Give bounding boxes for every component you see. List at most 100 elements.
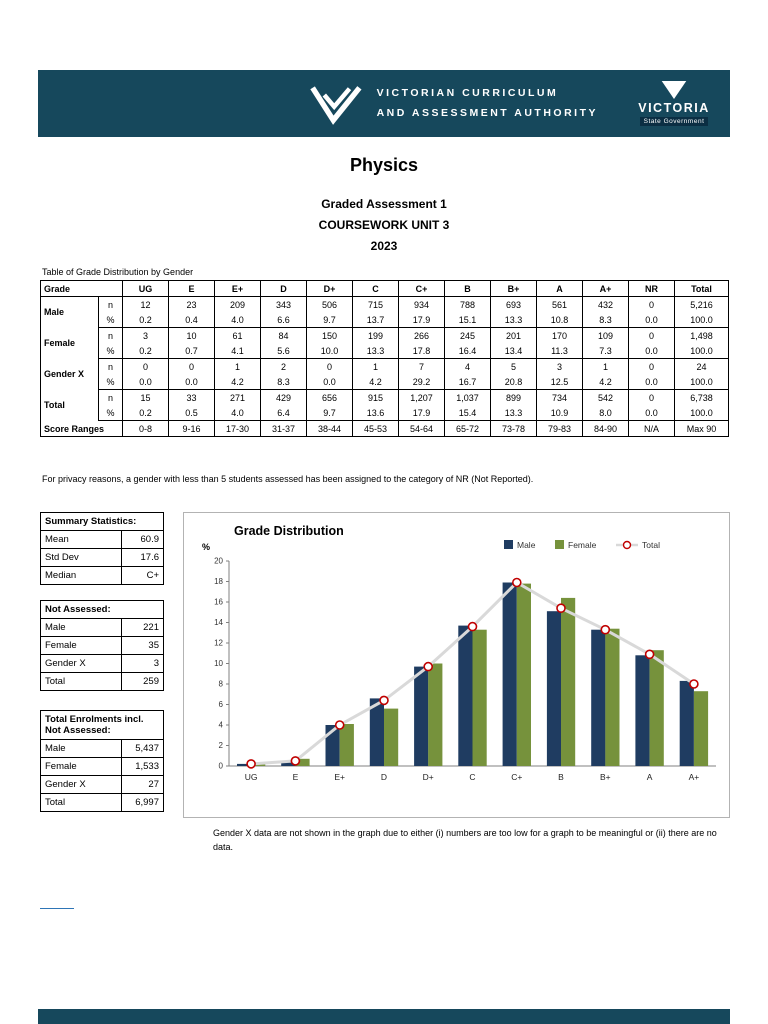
cell-pct: 13.7 <box>352 312 399 328</box>
cell-n: 934 <box>398 296 445 312</box>
cell-n: 1,037 <box>444 389 491 405</box>
stat-value: 60.9 <box>121 530 164 549</box>
cell-n: 6,738 <box>674 389 729 405</box>
cell-pct: 4.1 <box>214 343 261 359</box>
score-ranges-row: Score Ranges 0-8 9-16 17-30 31-37 38-44 45-53 5… <box>39 420 729 437</box>
page-title: Physics <box>349 155 419 175</box>
cell-pct: 10.8 <box>536 312 583 328</box>
grade-row-total-pct: % 0.2 0.5 4.0 6.4 9.7 13.6 17.9 15.4 13.3 10.9 8.0 0… <box>41 405 729 421</box>
svg-text:UG: UG <box>245 772 258 782</box>
grade-column-header: E <box>168 280 215 297</box>
cell-pct: 0.0 <box>122 374 169 390</box>
cell-n: 10 <box>168 327 215 343</box>
svg-text:Male: Male <box>517 540 536 550</box>
stat-value: 221 <box>121 618 164 637</box>
total-enrolments-title-line1: Total Enrolments incl. <box>45 714 144 725</box>
unit-subtitle: COURSEWORK UNIT 3 <box>318 218 450 232</box>
hyperlink-underscore[interactable] <box>40 906 74 909</box>
svg-text:8: 8 <box>219 680 224 689</box>
stat-value: 1,533 <box>121 757 164 776</box>
cell-n: 24 <box>674 358 729 374</box>
stat-row: Total 6,997 <box>41 793 164 812</box>
score-range-cell: 73-78 <box>490 420 537 437</box>
score-range-cell: 0-8 <box>122 420 169 437</box>
stat-label: Total <box>45 797 66 808</box>
cell-n: 1,207 <box>398 389 445 405</box>
cell-pct: 0.2 <box>122 312 169 328</box>
n-label: n <box>97 358 123 374</box>
cell-n: 1,498 <box>674 327 729 343</box>
pct-label: % <box>97 374 123 390</box>
score-range-cell: 17-30 <box>214 420 261 437</box>
grade-table-header-row: Grade UG E E+ D D+ C C+ B B+ A A+ NR Total <box>39 280 729 297</box>
vcaa-line1: VICTORIAN CURRICULUM <box>376 86 559 99</box>
cell-pct: 10.0 <box>306 343 353 359</box>
cell-n: 5,216 <box>674 296 729 312</box>
cell-n: 84 <box>260 327 307 343</box>
svg-text:12: 12 <box>214 639 223 648</box>
cell-pct: 100.0 <box>674 343 729 359</box>
stat-row: Gender X 27 <box>40 775 164 794</box>
stat-value: 6,997 <box>121 793 164 812</box>
cell-pct: 12.5 <box>536 374 583 390</box>
year-label: 2023 <box>370 239 398 253</box>
cell-n: 0 <box>122 358 169 374</box>
cell-pct: 16.7 <box>444 374 491 390</box>
cell-pct: 0.2 <box>122 343 169 359</box>
stat-label: Std Dev <box>40 548 122 567</box>
cell-n: 693 <box>490 296 537 312</box>
stat-label: Median <box>45 570 77 581</box>
stat-row: Male 221 <box>40 618 164 637</box>
cell-pct: 13.3 <box>352 343 399 359</box>
cell-n: 5 <box>490 358 537 374</box>
svg-text:D+: D+ <box>423 772 434 782</box>
grade-column-header: A <box>536 280 583 297</box>
table-caption: Table of Grade Distribution by Gender <box>42 267 194 277</box>
cell-n: 23 <box>168 296 215 312</box>
grade-column-header: NR <box>628 280 675 297</box>
cell-pct: 4.2 <box>352 374 399 390</box>
cell-pct: 5.6 <box>260 343 307 359</box>
grade-row-gender-x-pct: % 0.0 0.0 4.2 8.3 0.0 4.2 29.2 16.7 20.8 12.5 4.2 0.… <box>41 374 729 390</box>
cell-pct: 4.0 <box>214 405 261 421</box>
victoria-logo: VICTORIA State Government <box>624 81 724 126</box>
score-range-cell: 31-37 <box>260 420 307 437</box>
cell-n: 12 <box>122 296 169 312</box>
cell-n: 0 <box>168 358 215 374</box>
stat-row: Female 1,533 <box>40 757 164 776</box>
gender-label: Female <box>40 327 99 359</box>
cell-pct: 4.0 <box>214 312 261 328</box>
cell-n: 915 <box>352 389 399 405</box>
stat-label: Mean <box>40 530 122 549</box>
cell-n: 0 <box>306 358 353 374</box>
grade-column-header: Total <box>674 280 729 297</box>
cell-pct: 6.6 <box>260 312 307 328</box>
cell-pct: 17.8 <box>398 343 445 359</box>
cell-pct: 8.3 <box>260 374 307 390</box>
victoria-subtitle: State Government <box>639 117 709 126</box>
cell-pct: 8.0 <box>582 405 629 421</box>
svg-text:16: 16 <box>214 598 223 607</box>
cell-pct: 0.7 <box>168 343 215 359</box>
svg-text:E+: E+ <box>334 772 345 782</box>
gender-label: Male <box>40 296 99 328</box>
svg-text:E: E <box>293 772 299 782</box>
cell-n: 429 <box>260 389 307 405</box>
cell-n: 0 <box>628 389 675 405</box>
assessment-subtitle: Graded Assessment 1 <box>321 197 447 211</box>
svg-text:A: A <box>647 772 653 782</box>
cell-pct: 13.4 <box>490 343 537 359</box>
cell-pct: 17.9 <box>398 312 445 328</box>
cell-pct: 17.9 <box>398 405 445 421</box>
score-range-cell: Max 90 <box>674 420 729 437</box>
grade-distribution-table: Grade UG E E+ D D+ C C+ B B+ A A+ NR Total Male n 12 23 20… <box>39 280 730 437</box>
grade-column-header: B <box>444 280 491 297</box>
vcaa-checkmark-icon <box>309 85 362 125</box>
cell-n: 506 <box>306 296 353 312</box>
cell-n: 788 <box>444 296 491 312</box>
cell-pct: 20.8 <box>490 374 537 390</box>
svg-text:Total: Total <box>642 540 660 550</box>
cell-n: 33 <box>168 389 215 405</box>
total-enrolments-title-line2: Not Assessed: <box>45 725 111 736</box>
